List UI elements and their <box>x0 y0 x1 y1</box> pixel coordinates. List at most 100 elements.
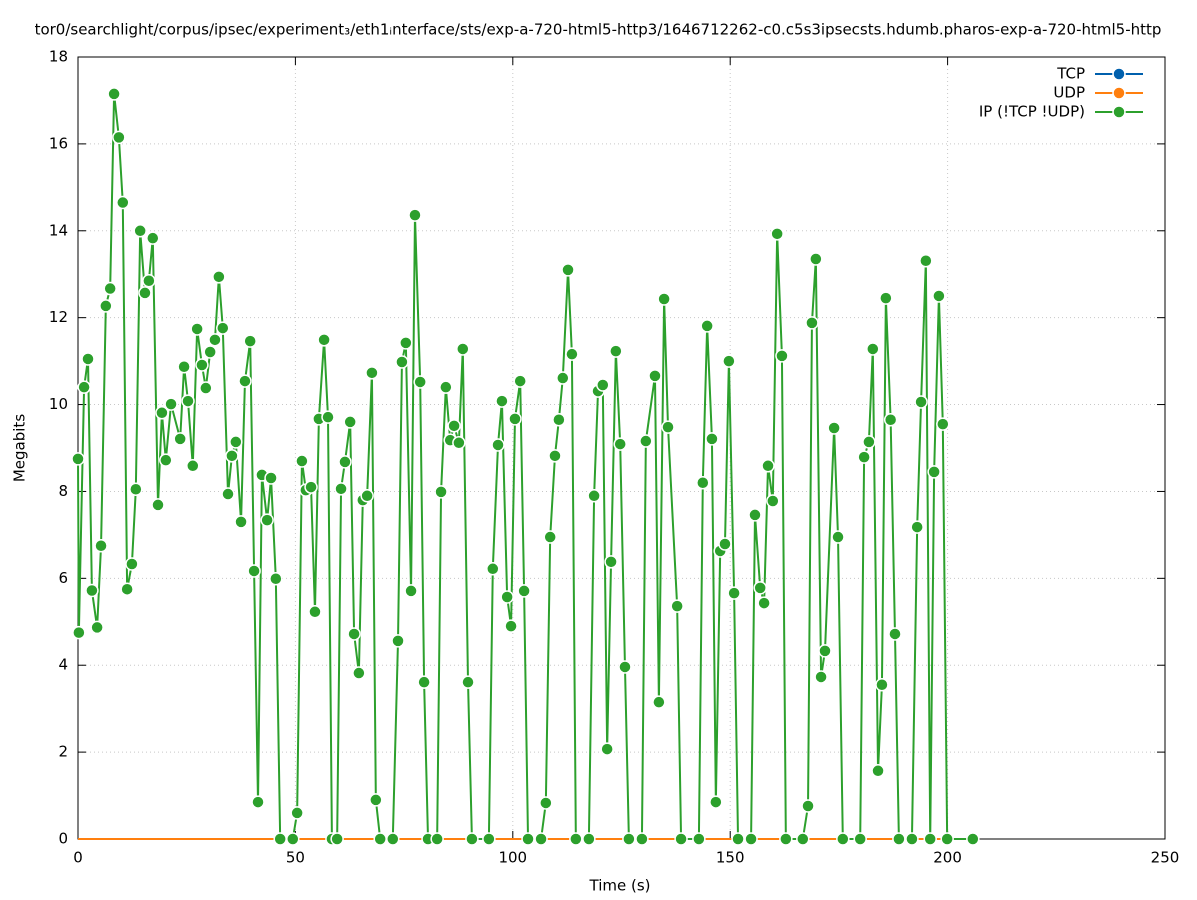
data-point <box>600 742 614 756</box>
data-point <box>212 270 226 284</box>
data-point <box>151 498 165 512</box>
data-point <box>334 482 348 496</box>
data-point <box>709 795 723 809</box>
data-point <box>304 480 318 494</box>
data-point <box>940 832 954 846</box>
data-point <box>556 371 570 385</box>
data-point <box>133 224 147 238</box>
data-point <box>513 374 527 388</box>
data-point <box>103 281 117 296</box>
data-point <box>761 459 775 473</box>
data-point <box>517 584 531 598</box>
data-point <box>386 832 400 846</box>
data-point <box>391 634 405 648</box>
data-point <box>251 795 265 809</box>
data-point <box>308 605 322 619</box>
y-tick-label: 16 <box>49 134 68 152</box>
data-point <box>722 354 736 368</box>
y-tick-label: 0 <box>58 830 68 848</box>
data-point <box>138 286 152 300</box>
data-point <box>360 489 374 503</box>
data-point <box>399 336 413 350</box>
data-point <box>831 530 845 544</box>
y-tick-label: 6 <box>58 569 68 587</box>
data-point <box>609 344 623 358</box>
data-point <box>731 832 745 846</box>
data-point <box>225 449 239 463</box>
data-point <box>430 832 444 846</box>
data-point <box>417 675 431 689</box>
data-point <box>216 321 230 335</box>
data-point <box>465 832 479 846</box>
data-point <box>243 334 257 348</box>
data-point <box>508 412 522 426</box>
data-point <box>203 345 217 359</box>
data-point <box>482 832 496 846</box>
data-point <box>561 263 575 277</box>
legend-label: UDP <box>1053 84 1085 102</box>
data-point <box>81 352 95 366</box>
data-point <box>875 678 889 692</box>
data-point <box>818 644 832 658</box>
data-point <box>587 489 601 503</box>
data-point <box>727 586 741 600</box>
y-tick-label: 12 <box>49 308 68 326</box>
data-point <box>229 435 243 449</box>
data-point <box>914 395 928 409</box>
data-point <box>836 832 850 846</box>
data-point <box>504 619 518 633</box>
data-point <box>365 366 379 380</box>
data-point <box>447 419 461 433</box>
data-point <box>190 322 204 336</box>
data-point <box>521 832 535 846</box>
data-point <box>452 436 466 450</box>
x-tick-label: 0 <box>73 849 83 867</box>
y-tick-label: 8 <box>58 482 68 500</box>
data-point <box>369 793 383 807</box>
data-point <box>618 660 632 674</box>
data-point <box>129 482 143 497</box>
data-point <box>744 832 758 846</box>
data-point <box>107 87 121 101</box>
data-point <box>234 515 248 529</box>
y-tick-label: 10 <box>49 395 68 413</box>
data-point <box>500 590 514 604</box>
data-point <box>862 435 876 449</box>
data-point <box>657 292 671 306</box>
data-point <box>932 289 946 303</box>
data-point <box>888 627 902 641</box>
data-point <box>317 333 331 347</box>
data-point <box>94 539 108 553</box>
data-point <box>766 494 780 508</box>
data-point <box>775 349 789 363</box>
data-point <box>77 380 91 394</box>
data-point <box>596 378 610 392</box>
data-point <box>923 832 937 846</box>
data-point <box>321 410 335 424</box>
y-axis-label: Megabits <box>11 414 29 482</box>
data-point <box>491 438 505 452</box>
data-point <box>404 584 418 598</box>
data-point <box>90 620 104 635</box>
data-point <box>461 675 475 689</box>
data-point <box>857 450 871 464</box>
series-line <box>77 93 973 840</box>
data-point <box>199 381 213 395</box>
data-point <box>635 832 649 846</box>
data-point <box>770 227 784 241</box>
data-point <box>892 832 906 846</box>
data-point <box>413 375 427 389</box>
data-point <box>827 421 841 435</box>
data-point <box>99 299 113 313</box>
data-point <box>208 333 222 347</box>
data-point <box>613 437 627 451</box>
x-tick-label: 150 <box>716 849 745 867</box>
data-point <box>927 465 941 479</box>
data-point <box>173 432 187 446</box>
legend-label: IP (!TCP !UDP) <box>979 103 1085 121</box>
data-point <box>569 832 583 846</box>
data-point <box>177 360 191 374</box>
data-point <box>805 316 819 330</box>
x-tick-label: 250 <box>1151 849 1180 867</box>
